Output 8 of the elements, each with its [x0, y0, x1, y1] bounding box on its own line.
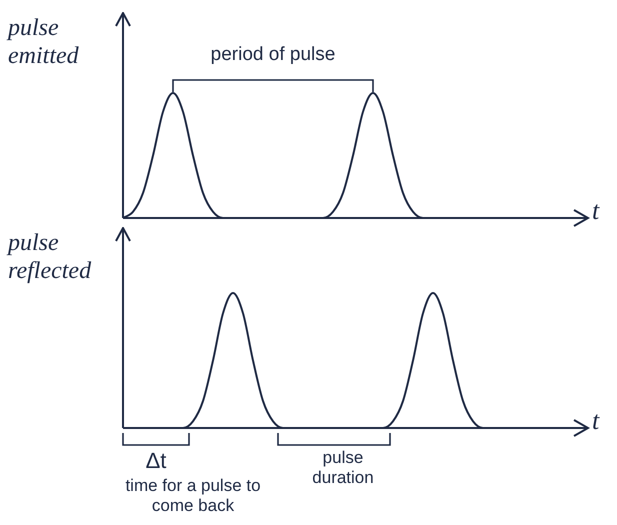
x-axis-title: t [592, 406, 600, 436]
text: pulse duration [311, 448, 375, 488]
text: time for a pulse to come back [124, 476, 262, 516]
y-axis-title: pulse reflected [8, 229, 92, 285]
y-axis-title: pulse emitted [8, 14, 80, 70]
text: Δt [144, 448, 168, 474]
x-axis-title: t [592, 196, 600, 226]
text: period of pulse [210, 44, 336, 66]
